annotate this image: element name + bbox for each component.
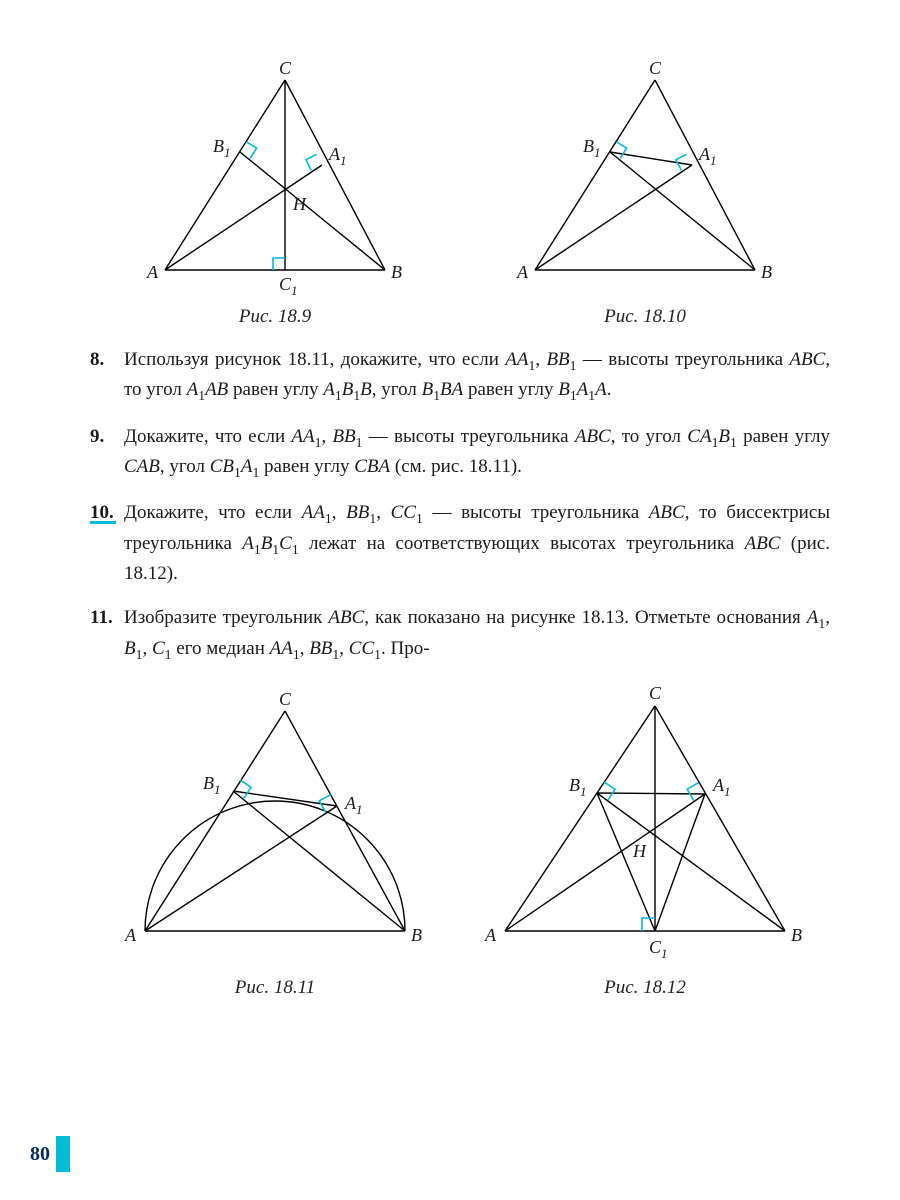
svg-text:A1: A1	[698, 144, 717, 168]
svg-text:C1: C1	[279, 274, 298, 298]
figure-18-11: A B C A1 B1 Рис. 18.11	[105, 681, 445, 999]
svg-text:A1: A1	[712, 775, 731, 799]
caption-18-11: Рис. 18.11	[235, 977, 315, 999]
caption-18-9: Рис. 18.9	[239, 306, 311, 328]
figure-18-9: A B C A1 B1 C1 H Рис. 18.9	[125, 60, 425, 328]
svg-text:A: A	[484, 925, 497, 945]
svg-text:A1: A1	[328, 144, 347, 168]
page-number: 80	[30, 1143, 50, 1166]
problem-number: 9.	[90, 423, 124, 484]
problem-list: 8.Используя рисунок 18.11, докажите, что…	[90, 346, 830, 665]
svg-text:B: B	[391, 262, 402, 282]
svg-text:A: A	[146, 262, 159, 282]
caption-18-10: Рис. 18.10	[604, 306, 686, 328]
caption-18-12: Рис. 18.12	[604, 977, 686, 999]
problem-text: Используя рисунок 18.11, докажите, что е…	[124, 346, 830, 407]
svg-text:B1: B1	[569, 775, 587, 799]
figures-row-bottom: A B C A1 B1 Рис. 18.11 A B C A1 B1 C1 H Рис. 18.12	[90, 681, 830, 999]
svg-text:H: H	[632, 841, 647, 861]
diagram-18-12: A B C A1 B1 C1 H	[475, 681, 815, 971]
diagram-18-11: A B C A1 B1	[105, 681, 445, 971]
svg-text:B1: B1	[583, 136, 601, 160]
problem-text: Докажите, что если AA1, BB1 — высоты тре…	[124, 423, 830, 484]
figure-18-12: A B C A1 B1 C1 H Рис. 18.12	[475, 681, 815, 999]
problem-text: Изобразите треугольник ABC, как показано…	[124, 604, 830, 665]
svg-text:C: C	[649, 60, 662, 78]
svg-text:B1: B1	[213, 136, 231, 160]
problem-item: 9.Докажите, что если AA1, BB1 — высоты т…	[90, 423, 830, 484]
svg-text:C1: C1	[649, 937, 668, 961]
svg-text:B1: B1	[203, 773, 221, 797]
page-accent-bar	[56, 1136, 70, 1172]
svg-text:A: A	[516, 262, 529, 282]
svg-text:B: B	[411, 925, 422, 945]
svg-text:C: C	[649, 683, 662, 703]
problem-number: 8.	[90, 346, 124, 407]
textbook-page: ABCA1B1C1H Рис. 18.9 ABCA1B1 Рис. 18.10 …	[0, 0, 900, 1200]
page-number-region: 80	[30, 1136, 70, 1172]
figures-row-top: A B C A1 B1 C1 H Рис. 18.9 A B C A1 B1 Рис. 18.10	[90, 60, 830, 328]
svg-text:C: C	[279, 60, 292, 78]
svg-text:H: H	[292, 194, 307, 214]
svg-text:A: A	[124, 925, 137, 945]
svg-text:C: C	[279, 689, 292, 709]
svg-text:B: B	[791, 925, 802, 945]
problem-number: 11.	[90, 604, 124, 665]
problem-item: 10. Докажите, что если AA1, BB1, CC1 — вы…	[90, 499, 830, 588]
problem-item: 11.Изобразите треугольник ABC, как показ…	[90, 604, 830, 665]
svg-text:A1: A1	[344, 793, 363, 817]
problem-item: 8.Используя рисунок 18.11, докажите, что…	[90, 346, 830, 407]
figure-18-10: A B C A1 B1 Рис. 18.10	[495, 60, 795, 328]
svg-text:B: B	[761, 262, 772, 282]
problem-number: 10.	[90, 499, 116, 524]
problem-text: Докажите, что если AA1, BB1, CC1 — высот…	[124, 499, 830, 588]
diagram-18-10: A B C A1 B1	[495, 60, 795, 300]
diagram-18-9: A B C A1 B1 C1 H	[125, 60, 425, 300]
